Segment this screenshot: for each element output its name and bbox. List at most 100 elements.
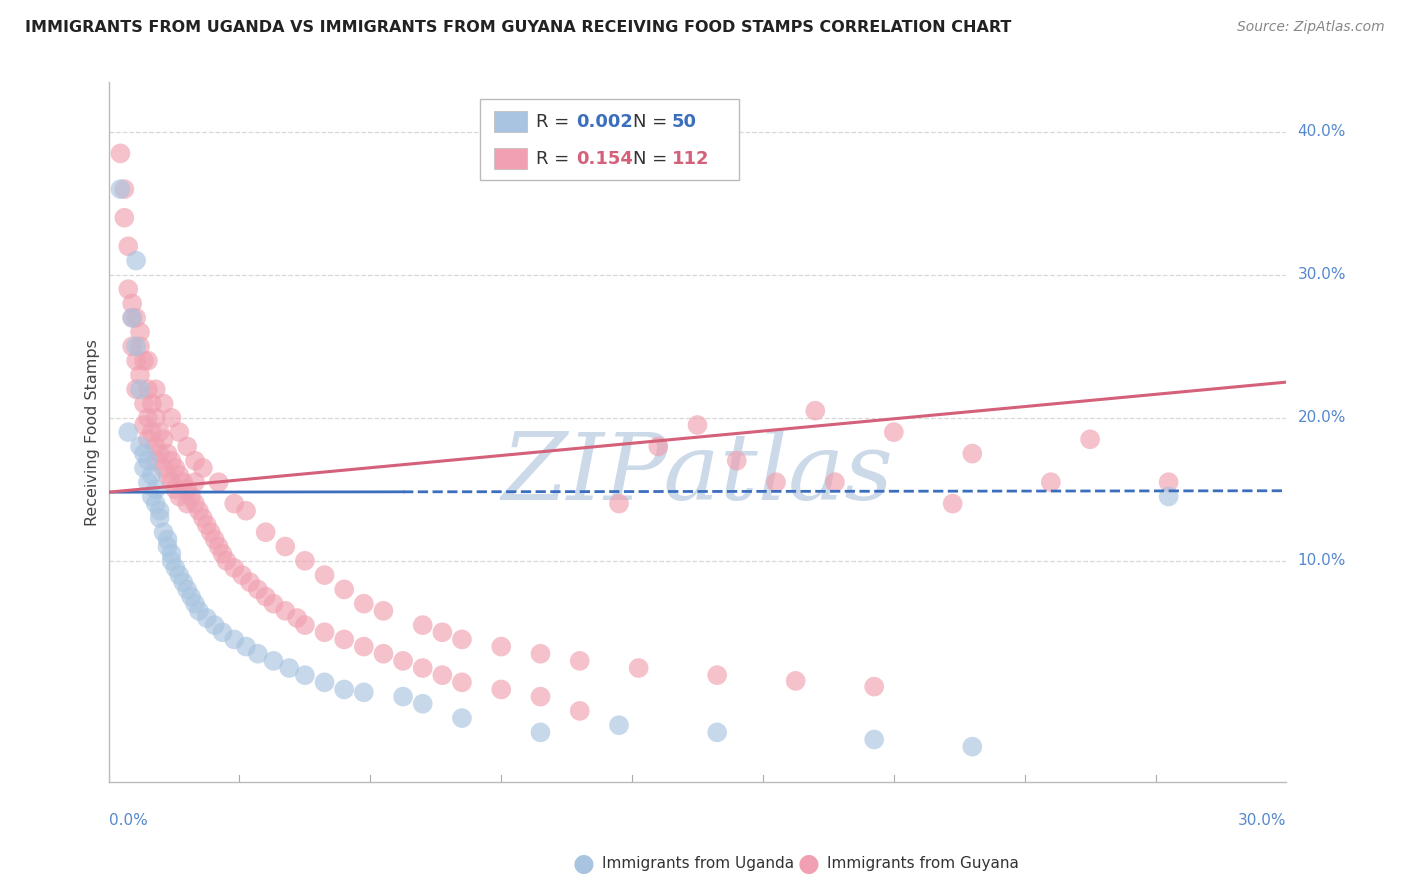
Point bbox=[333, 582, 356, 597]
Point bbox=[149, 511, 172, 525]
Point bbox=[176, 439, 198, 453]
Point bbox=[112, 182, 135, 196]
Text: Source: ZipAtlas.com: Source: ZipAtlas.com bbox=[1237, 20, 1385, 34]
Point bbox=[156, 447, 179, 461]
Point bbox=[211, 625, 233, 640]
Point bbox=[412, 697, 434, 711]
Point bbox=[314, 625, 336, 640]
Point bbox=[432, 668, 454, 682]
Point bbox=[274, 604, 297, 618]
Point bbox=[191, 511, 214, 525]
Point bbox=[145, 483, 167, 497]
Point bbox=[239, 575, 262, 590]
Point bbox=[125, 353, 148, 368]
Point bbox=[132, 461, 155, 475]
Point bbox=[160, 454, 183, 468]
Point bbox=[160, 475, 183, 490]
Text: R =: R = bbox=[536, 150, 581, 168]
Point bbox=[451, 711, 474, 725]
Point bbox=[156, 468, 179, 483]
Point bbox=[136, 454, 159, 468]
Point bbox=[160, 410, 183, 425]
Point bbox=[125, 382, 148, 396]
Point bbox=[195, 611, 218, 625]
Point bbox=[207, 475, 229, 490]
Point bbox=[110, 182, 132, 196]
Point bbox=[165, 561, 187, 575]
Point bbox=[121, 310, 143, 325]
Point bbox=[145, 497, 167, 511]
Point bbox=[129, 439, 152, 453]
Text: Immigrants from Uganda: Immigrants from Uganda bbox=[602, 856, 794, 871]
Point bbox=[607, 497, 630, 511]
Point bbox=[145, 382, 167, 396]
Point bbox=[627, 661, 650, 675]
Point bbox=[568, 704, 591, 718]
Point bbox=[156, 540, 179, 554]
Point bbox=[392, 654, 415, 668]
Point bbox=[117, 282, 139, 296]
Point bbox=[180, 490, 202, 504]
Text: 112: 112 bbox=[672, 150, 709, 168]
Point bbox=[1157, 490, 1180, 504]
Point bbox=[432, 625, 454, 640]
Point bbox=[184, 497, 207, 511]
Point bbox=[294, 554, 316, 568]
Point bbox=[149, 504, 172, 518]
Point bbox=[451, 675, 474, 690]
Point bbox=[187, 604, 209, 618]
Point bbox=[353, 640, 375, 654]
Point bbox=[263, 597, 285, 611]
Point bbox=[489, 640, 512, 654]
Point bbox=[962, 447, 984, 461]
Point bbox=[706, 668, 728, 682]
Point bbox=[129, 382, 152, 396]
Point bbox=[200, 525, 222, 540]
Point bbox=[141, 490, 163, 504]
Text: 50: 50 bbox=[672, 112, 696, 131]
Point bbox=[169, 425, 191, 439]
Point bbox=[129, 325, 152, 339]
Point bbox=[141, 468, 163, 483]
Point bbox=[647, 439, 669, 453]
Point bbox=[136, 353, 159, 368]
Point bbox=[141, 396, 163, 410]
Point bbox=[883, 425, 905, 439]
Text: 10.0%: 10.0% bbox=[1298, 553, 1346, 568]
Point bbox=[246, 582, 269, 597]
Point bbox=[412, 661, 434, 675]
Point bbox=[180, 590, 202, 604]
Point bbox=[132, 417, 155, 432]
Point bbox=[353, 685, 375, 699]
Point bbox=[353, 597, 375, 611]
Point bbox=[314, 568, 336, 582]
Point bbox=[132, 396, 155, 410]
Point bbox=[278, 661, 301, 675]
Point bbox=[392, 690, 415, 704]
Point bbox=[169, 468, 191, 483]
Point bbox=[121, 310, 143, 325]
Point bbox=[204, 533, 226, 547]
Point bbox=[231, 568, 253, 582]
Point bbox=[136, 382, 159, 396]
Point bbox=[294, 618, 316, 632]
Text: Immigrants from Guyana: Immigrants from Guyana bbox=[827, 856, 1018, 871]
Point bbox=[132, 353, 155, 368]
Point bbox=[1039, 475, 1062, 490]
Text: N =: N = bbox=[633, 150, 666, 168]
FancyBboxPatch shape bbox=[494, 112, 527, 132]
Point bbox=[224, 561, 246, 575]
Text: 30.0%: 30.0% bbox=[1237, 813, 1286, 828]
Point bbox=[169, 490, 191, 504]
Text: ●: ● bbox=[797, 852, 820, 875]
Point bbox=[942, 497, 965, 511]
Point bbox=[176, 483, 198, 497]
Point bbox=[152, 396, 174, 410]
Point bbox=[412, 618, 434, 632]
Text: ZIPatlas: ZIPatlas bbox=[502, 429, 893, 519]
Point bbox=[725, 454, 748, 468]
Point bbox=[333, 632, 356, 647]
Point bbox=[863, 680, 886, 694]
Point bbox=[121, 339, 143, 353]
Point bbox=[136, 410, 159, 425]
